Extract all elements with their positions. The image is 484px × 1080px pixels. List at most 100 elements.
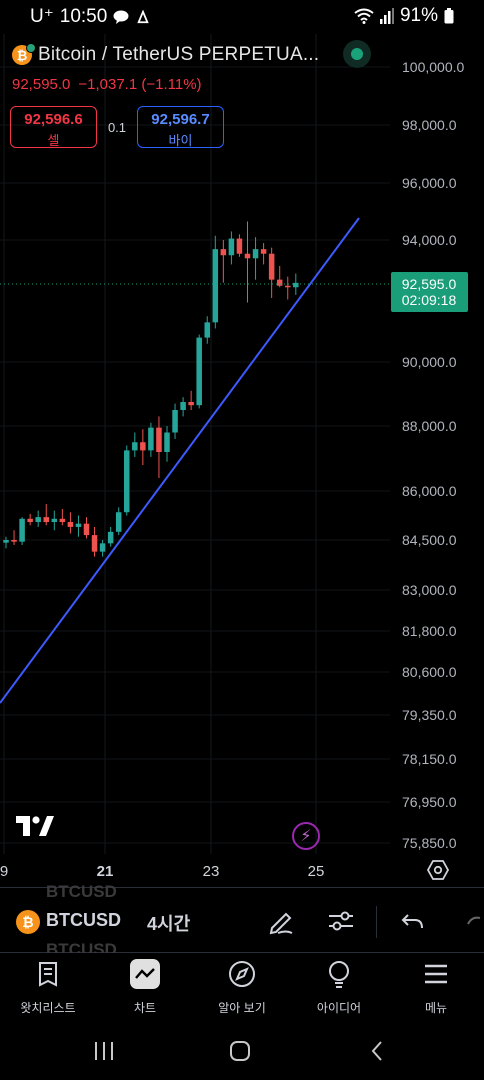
candle-body bbox=[27, 518, 33, 523]
nav-explore[interactable]: 알아 보기 bbox=[194, 959, 290, 1016]
nav-menu[interactable]: 메뉴 bbox=[388, 959, 484, 1016]
nav-ideas-label: 아이디어 bbox=[316, 1001, 362, 1015]
candle-body bbox=[268, 253, 275, 280]
candle-body bbox=[212, 249, 219, 323]
nav-chart-label: 차트 bbox=[133, 1001, 157, 1015]
y-axis-tick-label: 88,000.0 bbox=[402, 418, 457, 434]
candle-body bbox=[115, 512, 122, 532]
chart-canvas[interactable]: 100,000.0 98,000.0 96,000.0 94,000.0 90,000.… bbox=[0, 34, 484, 886]
candle-body bbox=[11, 540, 17, 542]
sell-button[interactable]: 92,596.6 셀 bbox=[10, 106, 97, 148]
drawing-tool-icon[interactable] bbox=[266, 906, 296, 936]
y-axis-tick-label: 75,850.0 bbox=[402, 835, 457, 851]
bitcoin-coin-icon: ₿ bbox=[12, 43, 36, 65]
candle-body bbox=[132, 442, 138, 451]
redo-icon[interactable] bbox=[460, 906, 484, 936]
status-bar: U⁺ 10:50 91% bbox=[0, 0, 484, 34]
candle-body bbox=[196, 337, 202, 406]
chart-icon bbox=[130, 959, 160, 989]
price-change: −1,037.1 (−1.11%) bbox=[78, 76, 202, 93]
nav-ideas[interactable]: 아이디어 bbox=[291, 959, 387, 1016]
price-chart[interactable]: 100,000.0 98,000.0 96,000.0 94,000.0 90,000.… bbox=[0, 34, 484, 886]
candle-body bbox=[59, 518, 66, 523]
candle-body bbox=[83, 523, 90, 536]
lightning-icon[interactable]: ⚡ bbox=[292, 822, 320, 850]
tradingview-logo-icon bbox=[16, 816, 54, 836]
symbol-title[interactable]: Bitcoin / TetherUS PERPETUA... bbox=[38, 44, 320, 65]
buy-button[interactable]: 92,596.7 바이 bbox=[137, 106, 224, 148]
nav-chart[interactable]: 차트 bbox=[97, 959, 193, 1016]
x-axis-tick-label: 23 bbox=[203, 863, 220, 880]
x-axis-tick-label: 25 bbox=[308, 863, 325, 880]
y-axis-tick-label: 78,150.0 bbox=[402, 751, 457, 767]
y-axis-tick-label: 81,800.0 bbox=[402, 623, 457, 639]
candle-body bbox=[3, 540, 9, 543]
candle-body bbox=[140, 442, 146, 451]
sell-price: 92,596.6 bbox=[24, 111, 83, 128]
candle-body bbox=[156, 427, 162, 452]
y-axis-tick-label: 90,000.0 bbox=[402, 354, 457, 370]
current-price-label: 92,595.0 bbox=[402, 276, 457, 292]
watchlist-icon bbox=[39, 962, 57, 987]
candle-body bbox=[260, 249, 267, 254]
candle-body bbox=[107, 531, 114, 544]
toolbar-divider bbox=[376, 906, 377, 938]
candle-body bbox=[35, 517, 41, 523]
back-icon[interactable] bbox=[366, 1039, 390, 1063]
app-notification-icon bbox=[137, 9, 149, 23]
nav-explore-label: 알아 보기 bbox=[218, 1001, 266, 1015]
x-axis-tick-label: 9 bbox=[0, 863, 8, 880]
last-price: 92,595.0 bbox=[12, 76, 71, 93]
y-axis-tick-label: 98,000.0 bbox=[402, 117, 457, 133]
candle-body bbox=[293, 282, 299, 288]
chart-toolbar: BTCUSD BTCUSD ₿ BTCUSD 4시간 bbox=[0, 882, 484, 959]
clock: 10:50 bbox=[59, 5, 108, 27]
buy-label: 바이 bbox=[168, 133, 193, 148]
y-axis-tick-label: 96,000.0 bbox=[402, 175, 457, 191]
candle-body bbox=[244, 253, 251, 259]
candle-body bbox=[172, 410, 178, 433]
candle-body bbox=[51, 518, 58, 523]
spread-value: 0.1 bbox=[107, 119, 127, 135]
y-axis-tick-label: 94,000.0 bbox=[402, 232, 457, 248]
candle-countdown: 02:09:18 bbox=[402, 292, 457, 308]
x-axis-tick-label: 21 bbox=[97, 863, 114, 880]
bottom-navigation: 왓치리스트 차트 알아 보기 아이디어 메뉴 bbox=[0, 953, 484, 1023]
nav-watchlist-label: 왓치리스트 bbox=[20, 1001, 76, 1015]
candle-body bbox=[180, 402, 186, 410]
home-icon[interactable] bbox=[228, 1039, 252, 1063]
ghost-symbol-top: BTCUSD bbox=[46, 882, 117, 901]
candle-body bbox=[91, 535, 98, 552]
explore-icon bbox=[229, 961, 255, 987]
battery-percent: 91% bbox=[399, 5, 438, 26]
current-price-tag bbox=[391, 272, 468, 312]
candle-body bbox=[204, 322, 210, 338]
candle-body bbox=[252, 249, 259, 259]
candle-body bbox=[43, 517, 49, 523]
symbol-header[interactable]: ₿ Bitcoin / TetherUS PERPETUA... bbox=[12, 43, 320, 66]
candle-body bbox=[148, 427, 154, 451]
nav-watchlist[interactable]: 왓치리스트 bbox=[0, 959, 96, 1016]
candle-body bbox=[276, 279, 283, 286]
talk-notification-icon bbox=[113, 10, 129, 24]
market-open-indicator-icon[interactable] bbox=[343, 40, 371, 68]
chart-settings-icon[interactable] bbox=[426, 858, 450, 882]
candle-body bbox=[67, 522, 74, 527]
symbol-selector[interactable]: BTCUSD bbox=[46, 910, 121, 930]
undo-icon[interactable] bbox=[398, 906, 428, 936]
sell-label: 셀 bbox=[47, 133, 60, 148]
buy-sell-panel: 92,596.6 셀 0.1 92,596.7 바이 bbox=[10, 106, 224, 148]
candle-body bbox=[188, 402, 194, 406]
candle-body bbox=[75, 523, 82, 527]
candle-body bbox=[164, 432, 170, 452]
y-axis-tick-label: 80,600.0 bbox=[402, 664, 457, 680]
buy-price: 92,596.7 bbox=[151, 111, 210, 128]
signal-icon bbox=[379, 8, 394, 24]
nav-menu-label: 메뉴 bbox=[424, 1001, 448, 1015]
candle-body bbox=[220, 249, 227, 256]
interval-selector[interactable]: 4시간 bbox=[147, 914, 191, 934]
candle-body bbox=[236, 238, 243, 254]
indicators-icon[interactable] bbox=[326, 906, 356, 936]
candle-body bbox=[99, 543, 106, 552]
recent-apps-icon[interactable] bbox=[92, 1039, 116, 1063]
